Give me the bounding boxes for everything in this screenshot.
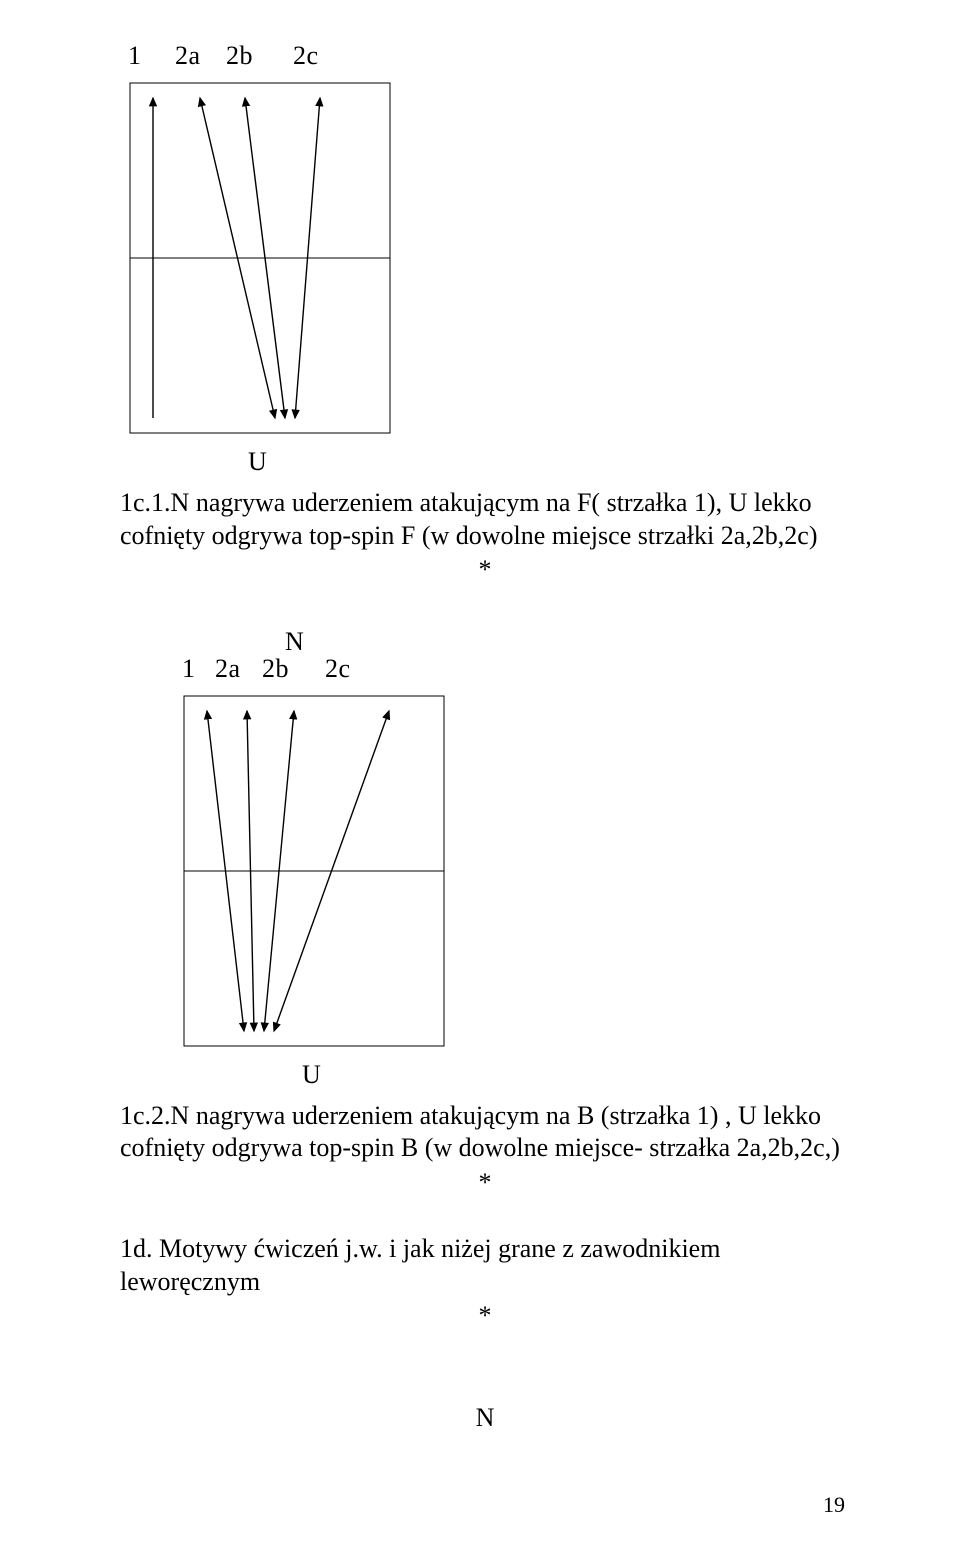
diagram2 [174, 686, 850, 1056]
para1-star-text: * [479, 555, 492, 584]
para1-star: * [120, 554, 850, 587]
diagram1-top-labels: 1 2a 2b 2c [128, 40, 850, 71]
diagram2-svg [174, 686, 464, 1056]
diagram1-label-2c: 2c [293, 40, 319, 71]
para3-text: 1d. Motywy ćwiczeń j.w. i jak niżej gran… [120, 1234, 720, 1296]
diagram2-u: U [302, 1060, 321, 1089]
diagram1-bottom-label: U [248, 447, 850, 477]
bottom-n-text: N [476, 1403, 495, 1432]
paragraph-1c1: 1c.1.N nagrywa uderzeniem atakującym na … [120, 487, 850, 552]
diagram1-label-2b: 2b [226, 40, 286, 71]
diagram2-n: N [285, 627, 304, 656]
para3-star: * [120, 1300, 850, 1333]
diagram2-label-1: 1 [182, 653, 208, 684]
diagram2-bottom-label: U [302, 1060, 850, 1090]
bottom-n-label: N [120, 1403, 850, 1433]
paragraph-1c2: 1c.2.N nagrywa uderzeniem atakującym na … [120, 1100, 850, 1165]
paragraph-1d: 1d. Motywy ćwiczeń j.w. i jak niżej gran… [120, 1233, 850, 1298]
diagram2-label-2b: 2b [262, 653, 318, 684]
para2-star-text: * [479, 1168, 492, 1197]
diagram1-svg [120, 73, 410, 443]
diagram1-u: U [248, 447, 267, 476]
para2-text: 1c.2.N nagrywa uderzeniem atakującym na … [120, 1101, 840, 1163]
diagram2-label-2c: 2c [325, 653, 351, 684]
diagram2-label-2a: 2a [215, 653, 255, 684]
page-number-text: 19 [823, 1492, 845, 1517]
diagram1-label-1: 1 [128, 40, 168, 71]
para1-text: 1c.1.N nagrywa uderzeniem atakującym na … [120, 488, 818, 550]
page-number: 19 [823, 1492, 845, 1518]
diagram1 [120, 73, 850, 443]
page: 1 2a 2b 2c U 1c.1.N nagrywa uderzen [0, 0, 960, 1558]
para2-star: * [120, 1167, 850, 1200]
diagram2-top-labels: 1 2a 2b 2c [182, 653, 850, 684]
diagram1-label-2a: 2a [175, 40, 219, 71]
para3-star-text: * [479, 1301, 492, 1330]
